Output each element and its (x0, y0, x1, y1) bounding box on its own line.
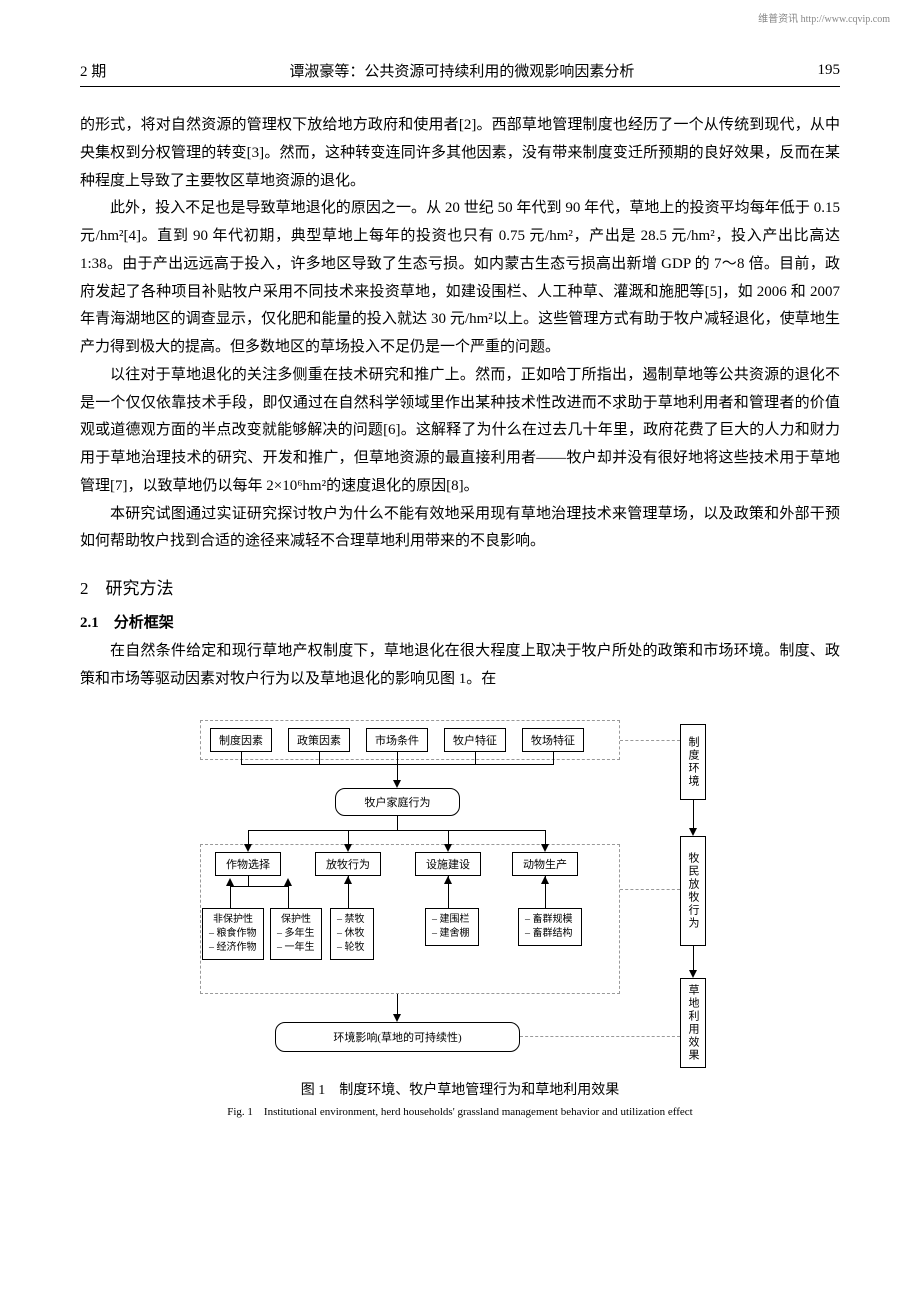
arrow-icon (444, 844, 452, 852)
figure-caption-en: Fig. 1 Institutional environment, herd h… (80, 1103, 840, 1119)
issue-label: 2 期 (80, 60, 106, 81)
list-item: – 经济作物 (209, 941, 257, 955)
list-item: – 建围栏 (432, 913, 472, 927)
arrow-icon (344, 876, 352, 884)
box-policy-factor: 政策因素 (288, 728, 350, 752)
page-header: 2 期 谭淑豪等：公共资源可持续利用的微观影响因素分析 195 (80, 60, 840, 87)
subsection-2-1-heading: 2.1 分析框架 (80, 611, 840, 632)
line (475, 752, 476, 764)
arrow-icon (444, 876, 452, 884)
list-item: – 畜群规模 (525, 913, 575, 927)
box-grazing: 放牧行为 (315, 852, 381, 876)
box-household: 牧户特征 (444, 728, 506, 752)
section-2-heading: 2 研究方法 (80, 574, 840, 599)
arrow-icon (244, 844, 252, 852)
line (230, 886, 288, 887)
line (397, 752, 398, 764)
source-watermark: 维普资讯 http://www.cqvip.com (758, 10, 890, 25)
box-animal: 动物生产 (512, 852, 578, 876)
line (520, 1036, 680, 1037)
list-item: – 粮食作物 (209, 927, 257, 941)
box-household-behavior: 牧户家庭行为 (335, 788, 460, 816)
box-market: 市场条件 (366, 728, 428, 752)
side-util-effect: 草地利用效果 (680, 978, 706, 1068)
figure-caption-zh: 图 1 制度环境、牧户草地管理行为和草地利用效果 (80, 1079, 840, 1099)
box-env-effect: 环境影响(草地的可持续性) (275, 1022, 520, 1052)
figure-1-diagram: 制度因素 政策因素 市场条件 牧户特征 牧场特征 牧户家庭行为 作物选择 放牧行… (180, 714, 740, 1064)
line (397, 994, 398, 1016)
list-grazing-types: – 禁牧 – 休牧 – 轮牧 (330, 908, 374, 960)
list-facility-types: – 建围栏 – 建舍棚 (425, 908, 479, 946)
line (319, 752, 320, 764)
list-protective: 保护性 – 多年生 – 一年生 (270, 908, 322, 960)
arrow-icon (541, 844, 549, 852)
paragraph-3: 以往对于草地退化的关注多侧重在技术研究和推广上。然而，正如哈丁所指出，遏制草地等… (80, 362, 840, 501)
arrow-icon (284, 878, 292, 886)
box-facility: 设施建设 (415, 852, 481, 876)
list-item: – 禁牧 (337, 913, 367, 927)
list-item: – 轮牧 (337, 941, 367, 955)
list-nonprotective: 非保护性 – 粮食作物 – 经济作物 (202, 908, 264, 960)
list-item: – 一年生 (277, 941, 315, 955)
line (620, 740, 680, 741)
line (241, 752, 242, 764)
line (693, 946, 694, 972)
list-item: – 休牧 (337, 927, 367, 941)
arrow-icon (689, 970, 697, 978)
list-title: 保护性 (277, 913, 315, 927)
list-item: – 建舍棚 (432, 927, 472, 941)
paragraph-4: 本研究试图通过实证研究探讨牧户为什么不能有效地采用现有草地治理技术来管理草场，以… (80, 501, 840, 557)
line (620, 889, 680, 890)
running-title: 谭淑豪等：公共资源可持续利用的微观影响因素分析 (106, 60, 817, 81)
box-pasture: 牧场特征 (522, 728, 584, 752)
paragraph-1: 的形式，将对自然资源的管理权下放给地方政府和使用者[2]。西部草地管理制度也经历… (80, 112, 840, 195)
list-herd: – 畜群规模 – 畜群结构 (518, 908, 582, 946)
arrow-icon (689, 828, 697, 836)
paragraph-2: 此外，投入不足也是导致草地退化的原因之一。从 20 世纪 50 年代到 90 年… (80, 195, 840, 362)
list-item: – 畜群结构 (525, 927, 575, 941)
line (553, 752, 554, 764)
box-inst-factor: 制度因素 (210, 728, 272, 752)
list-item: – 多年生 (277, 927, 315, 941)
arrow-icon (393, 1014, 401, 1022)
side-grazing-behavior: 牧民放牧行为 (680, 836, 706, 946)
arrow-icon (344, 844, 352, 852)
line (397, 816, 398, 830)
line (230, 886, 231, 908)
side-inst-env: 制度环境 (680, 724, 706, 800)
line (288, 886, 289, 908)
line (693, 800, 694, 830)
list-title: 非保护性 (209, 913, 257, 927)
line (248, 830, 546, 831)
arrow-icon (541, 876, 549, 884)
page-number: 195 (818, 62, 841, 79)
paragraph-2-1-1: 在自然条件给定和现行草地产权制度下，草地退化在很大程度上取决于牧户所处的政策和市… (80, 638, 840, 694)
box-crop-select: 作物选择 (215, 852, 281, 876)
line (248, 876, 249, 886)
arrow-icon (393, 780, 401, 788)
arrow-icon (226, 878, 234, 886)
